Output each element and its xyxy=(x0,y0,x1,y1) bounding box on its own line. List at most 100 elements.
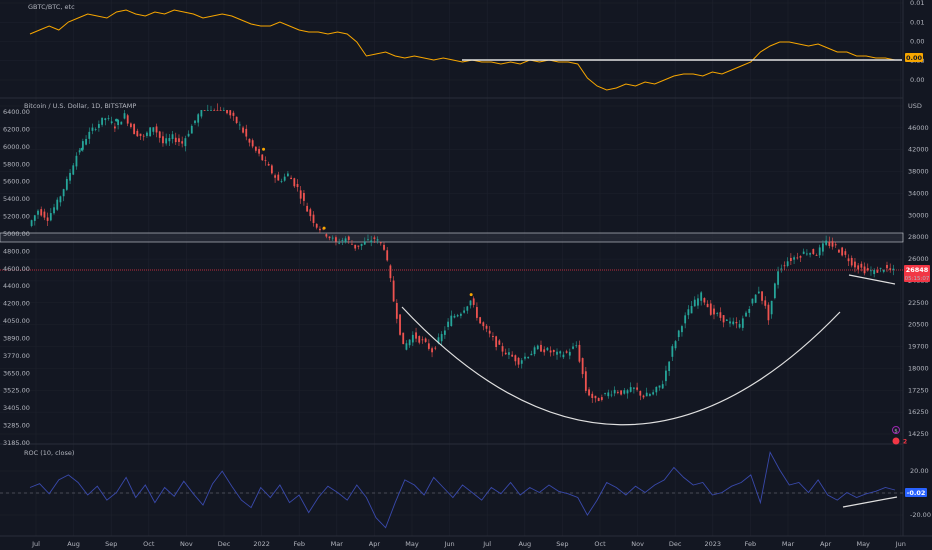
candle-body xyxy=(649,394,651,396)
top-pane-value-badge: 0.00 xyxy=(905,53,923,62)
right-axis-tick: 14250 xyxy=(908,430,929,438)
left-axis-tick: 3525.00 xyxy=(3,387,30,395)
candle-body xyxy=(437,337,440,344)
candle-body xyxy=(533,347,536,355)
price-badge: 26848 05:15:07 xyxy=(904,265,930,282)
time-axis-label: Nov xyxy=(631,540,644,548)
candle-body xyxy=(844,251,847,255)
candle-body xyxy=(235,116,238,123)
candle-body xyxy=(549,350,552,353)
time-axis-label: Apr xyxy=(820,540,832,548)
candle-body xyxy=(703,298,706,303)
candle-body xyxy=(796,257,799,259)
time-axis-label: Mar xyxy=(782,540,795,548)
candle-body xyxy=(600,397,603,400)
candle-body xyxy=(277,174,280,181)
candle-body xyxy=(319,228,321,231)
candle-body xyxy=(623,390,626,394)
left-price-axis[interactable]: 6400.00 6200.00 6000.00 5800.00 5600.00 5400.… xyxy=(3,108,30,447)
candle-body xyxy=(290,177,293,180)
time-axis-label: 2022 xyxy=(253,540,270,548)
candle-body xyxy=(174,137,177,143)
candle-body xyxy=(546,347,549,351)
candle-body xyxy=(584,371,587,391)
resistance-zone[interactable] xyxy=(0,232,904,243)
candle-body xyxy=(665,370,667,382)
candle-body xyxy=(485,325,488,329)
candle-body xyxy=(296,184,299,188)
candle-body xyxy=(245,128,248,137)
gbtc-btc-line[interactable] xyxy=(29,9,896,91)
candle-body xyxy=(802,251,805,254)
time-axis-label: Jul xyxy=(482,540,491,548)
candle-body xyxy=(418,336,421,343)
event-earnings-icon[interactable]: 2 xyxy=(892,437,908,446)
candle-body xyxy=(383,244,385,250)
candle-body xyxy=(341,240,344,242)
candle-body xyxy=(162,136,164,144)
candle-body xyxy=(142,135,145,137)
candle-body xyxy=(149,127,152,137)
time-axis-label: Sep xyxy=(105,540,117,548)
right-axis-tick: 22500 xyxy=(908,299,929,307)
candle-body xyxy=(213,110,216,111)
candle-body xyxy=(146,132,148,136)
candle-body xyxy=(847,258,850,262)
candle-body xyxy=(267,163,270,166)
candle-body xyxy=(639,391,642,396)
left-axis-tick: 6400.00 xyxy=(3,108,30,116)
candle-body xyxy=(818,247,821,256)
candle-body xyxy=(181,141,184,144)
time-axis[interactable]: Jul Aug Sep Oct Nov Dec 2022 Feb Mar Apr May Jun Jul… xyxy=(31,540,906,548)
left-axis-tick: 5800.00 xyxy=(3,160,30,168)
left-axis-tick: 5400.00 xyxy=(3,195,30,203)
candle-body xyxy=(306,205,309,212)
candle-body xyxy=(626,390,629,394)
candle-body xyxy=(165,138,168,144)
main-pane-legend[interactable]: Bitcoin / U.S. Dollar, 1D, BITSTAMP xyxy=(24,102,136,110)
candle-body xyxy=(203,110,206,111)
candle-body xyxy=(572,346,574,349)
right-axis-tick: 30000 xyxy=(908,211,929,219)
candle-body xyxy=(850,257,853,266)
candle-body xyxy=(773,283,776,299)
time-axis-label: Jul xyxy=(31,540,40,548)
candle-body xyxy=(527,356,530,359)
right-axis-tick: 19700 xyxy=(908,343,929,351)
candle-body xyxy=(325,234,328,237)
candle-body xyxy=(668,361,671,371)
roc-line[interactable] xyxy=(29,450,896,529)
candle-body xyxy=(405,343,408,350)
roc-trendline[interactable] xyxy=(842,496,898,508)
candle-body xyxy=(492,335,494,337)
candle-body xyxy=(386,250,389,261)
candle-body xyxy=(738,324,741,328)
candle-body xyxy=(524,356,526,359)
candlestick-series[interactable] xyxy=(30,103,895,403)
descending-trendline[interactable] xyxy=(848,274,896,285)
candle-body xyxy=(754,294,757,303)
candle-body xyxy=(447,321,449,328)
price-badge-value: 26848 xyxy=(906,266,929,274)
candle-body xyxy=(194,120,196,124)
candle-body xyxy=(581,358,584,375)
earnings-icon-count: 2 xyxy=(903,439,907,446)
candle-body xyxy=(725,319,728,321)
cup-curve[interactable] xyxy=(401,306,841,426)
candle-body xyxy=(604,393,606,395)
roc-pane-legend[interactable]: ROC (10, close) xyxy=(24,449,74,457)
candle-body xyxy=(210,110,212,111)
time-axis-label: Apr xyxy=(369,540,381,548)
candle-body xyxy=(863,266,866,274)
left-axis-tick: 3650.00 xyxy=(3,369,30,377)
candle-body xyxy=(716,313,719,315)
top-pane-legend[interactable]: GBTC/BTC, etc xyxy=(28,3,75,11)
left-axis-tick: 5000.00 xyxy=(3,230,30,238)
event-dividend-icon[interactable]: $ xyxy=(892,426,900,435)
right-axis-tick: 38000 xyxy=(908,168,929,176)
candle-body xyxy=(411,334,414,343)
candle-body xyxy=(331,237,334,239)
candle-body xyxy=(866,268,869,271)
